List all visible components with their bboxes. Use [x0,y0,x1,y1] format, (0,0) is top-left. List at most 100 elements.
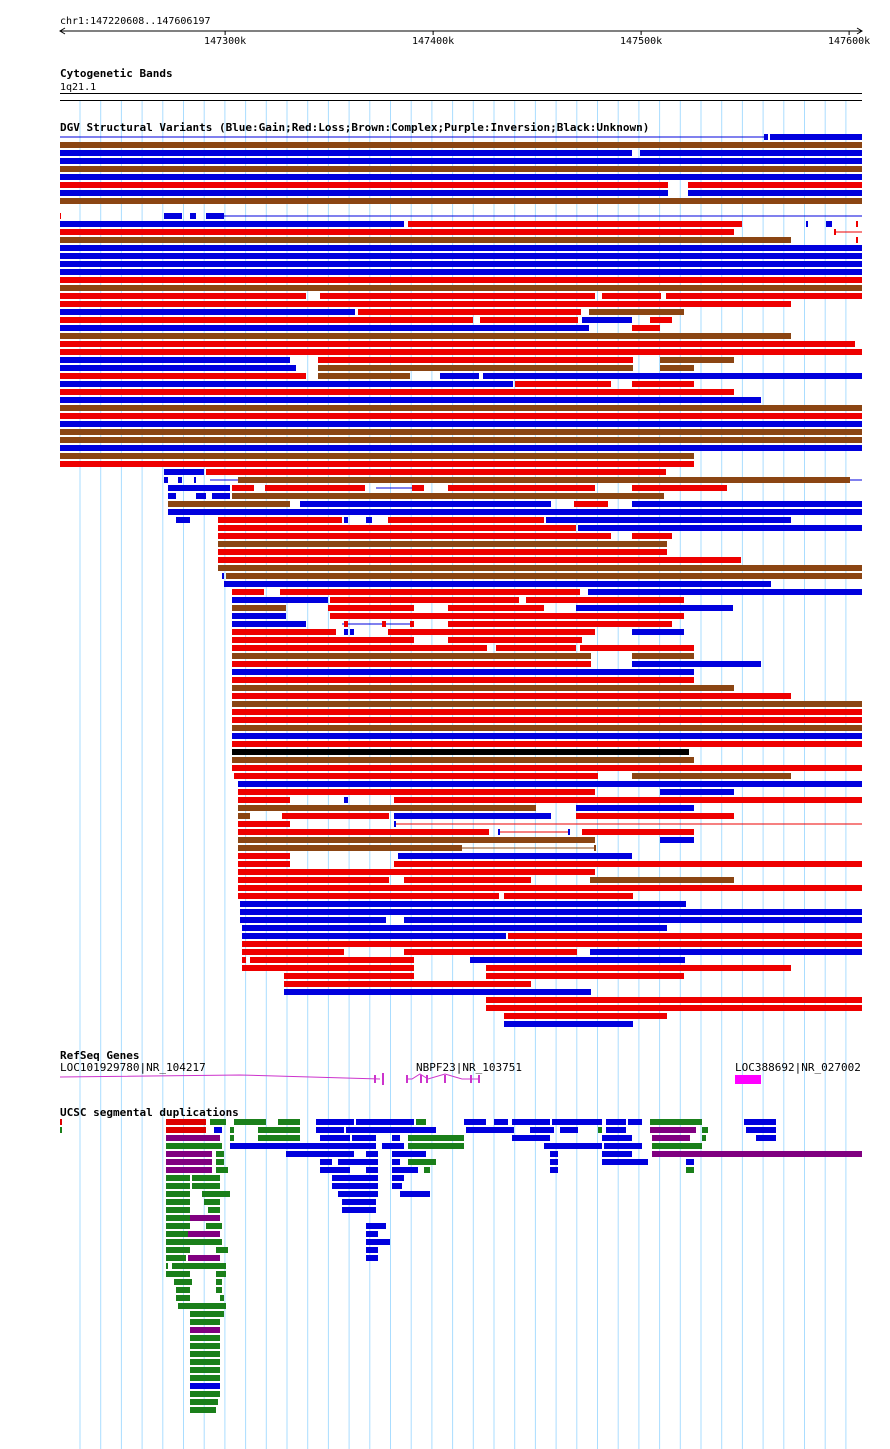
variant-bar [218,541,667,547]
variant-bar [168,493,176,499]
variant-bar [265,485,365,491]
variant-bar [232,597,328,603]
variant-bar [218,517,342,523]
variant-bar [238,477,850,483]
variant-bar [60,229,734,235]
segdup-bar [166,1135,220,1141]
variant-bar [232,669,694,675]
variant-bar [318,357,633,363]
variant-bar [448,637,582,643]
variant-bar [568,829,570,835]
segdup-bar [650,1127,696,1133]
segdup-bar [342,1199,376,1205]
segdup-bar [550,1151,558,1157]
refseq-track: RefSeq Genes LOC101929780|NR_104217 NBPF2… [59,1049,861,1085]
variant-bar [582,317,632,323]
segdup-bar [560,1127,578,1133]
segdup-bar [190,1367,220,1373]
segdup-bar [166,1247,190,1253]
variant-bar [238,869,595,875]
segdup-bar [606,1127,626,1133]
cytoband-outline-top [60,93,862,94]
variant-bar [238,797,290,803]
segdup-bar [424,1167,430,1173]
variant-bar [576,605,733,611]
variant-bar [330,597,519,603]
variant-bar [590,877,734,883]
variant-bar [806,221,808,227]
variant-bar [238,805,536,811]
segdup-bar [188,1231,220,1237]
variant-bar [496,645,576,651]
variant-bar [328,605,414,611]
variant-bar [232,661,591,667]
segdup-bar [190,1391,220,1397]
segdup-bar [316,1127,344,1133]
refseq-genes: LOC101929780|NR_104217 NBPF23|NR_103751 LO… [59,1061,861,1085]
segdup-bar [230,1135,234,1141]
variant-bar [632,629,684,635]
variant-bar [60,429,862,435]
variant-bar [770,134,862,140]
variant-bar [350,629,354,635]
variant-bar [320,293,595,299]
segdup-bar [204,1199,220,1205]
variant-bar [232,701,862,707]
segdup-bar [172,1263,190,1269]
segdup-bar [206,1223,222,1229]
variant-bar [515,381,611,387]
variant-bar [232,765,862,771]
segdup-bar [214,1127,222,1133]
variant-bar [240,901,686,907]
segdup-bar [166,1143,222,1149]
segdup-bar [702,1135,706,1141]
variant-bar [218,557,741,563]
variant-bar [206,213,224,219]
variant-bar [240,909,862,915]
variant-bar [408,221,742,227]
segdup-bar [190,1335,220,1341]
variant-bar [60,445,862,451]
variant-bar [60,309,355,315]
segdup-bar [190,1327,220,1333]
segdup-bar [202,1191,230,1197]
variant-bar [330,613,684,619]
variant-bar [382,621,386,627]
variant-bar [238,845,462,851]
variant-bar [238,893,499,899]
variant-bar [344,797,348,803]
segdup-bar [166,1263,168,1269]
segdup-bar [400,1191,430,1197]
variant-bar [660,357,734,363]
segdup-bar [286,1151,354,1157]
variant-bar [60,261,862,267]
variant-bar [60,421,862,427]
region-label: chr1:147220608..147606197 [60,16,211,27]
variant-bar [242,925,667,931]
variant-bar [232,677,694,683]
segdup-bar [176,1287,190,1293]
variant-bar [226,573,862,579]
variant-bar [398,853,632,859]
gene-exon [478,1075,480,1083]
variant-bar [232,493,664,499]
segdup-bar [552,1119,602,1125]
variant-bar [60,405,862,411]
variant-bar [232,621,306,627]
segdup-bar [166,1239,190,1245]
segdup-bar [366,1231,378,1237]
variant-bar [632,485,727,491]
variant-bar [232,685,734,691]
segdup-bar [190,1303,226,1309]
variant-bar [480,317,578,323]
variant-bar [576,805,694,811]
variant-bar [688,190,862,196]
segdup-bar [602,1159,648,1165]
variant-bar [300,501,551,507]
segdup-bar [166,1167,212,1173]
segdup-bar [338,1191,378,1197]
variant-bar [238,861,290,867]
segdup-bar [320,1135,350,1141]
variant-bar [504,1013,667,1019]
segdup-bar [190,1343,220,1349]
